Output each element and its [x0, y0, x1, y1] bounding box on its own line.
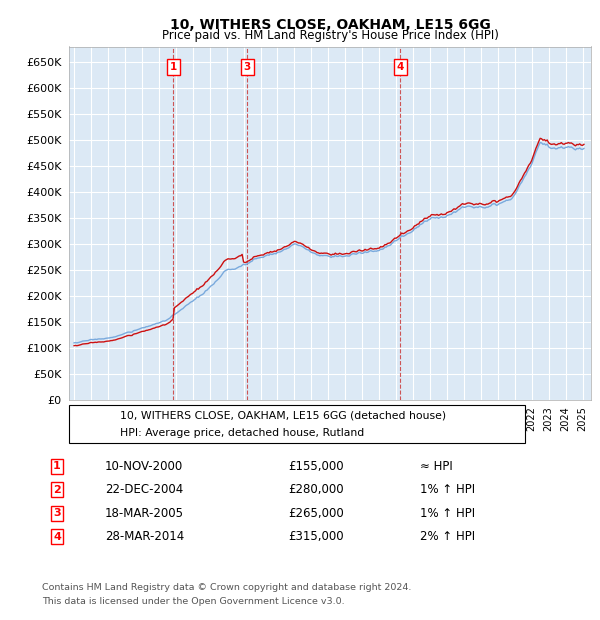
Text: 22-DEC-2004: 22-DEC-2004 [105, 484, 183, 496]
Text: 2: 2 [53, 485, 61, 495]
Text: 1% ↑ HPI: 1% ↑ HPI [420, 507, 475, 520]
Text: 1% ↑ HPI: 1% ↑ HPI [420, 484, 475, 496]
Text: 3: 3 [53, 508, 61, 518]
Text: £315,000: £315,000 [288, 531, 344, 543]
Text: £155,000: £155,000 [288, 460, 344, 472]
Text: 1: 1 [170, 62, 177, 73]
Text: Price paid vs. HM Land Registry's House Price Index (HPI): Price paid vs. HM Land Registry's House … [161, 30, 499, 42]
Text: 18-MAR-2005: 18-MAR-2005 [105, 507, 184, 520]
Text: 28-MAR-2014: 28-MAR-2014 [105, 531, 184, 543]
Text: 1: 1 [53, 461, 61, 471]
Text: 10, WITHERS CLOSE, OAKHAM, LE15 6GG (detached house): 10, WITHERS CLOSE, OAKHAM, LE15 6GG (det… [120, 410, 446, 420]
Text: 3: 3 [244, 62, 251, 73]
Text: £265,000: £265,000 [288, 507, 344, 520]
Text: 4: 4 [53, 532, 61, 542]
Text: HPI: Average price, detached house, Rutland: HPI: Average price, detached house, Rutl… [120, 428, 364, 438]
Text: This data is licensed under the Open Government Licence v3.0.: This data is licensed under the Open Gov… [42, 597, 344, 606]
Text: 4: 4 [397, 62, 404, 73]
Text: ≈ HPI: ≈ HPI [420, 460, 453, 472]
Text: £280,000: £280,000 [288, 484, 344, 496]
Text: 10, WITHERS CLOSE, OAKHAM, LE15 6GG: 10, WITHERS CLOSE, OAKHAM, LE15 6GG [170, 18, 490, 32]
Text: 10-NOV-2000: 10-NOV-2000 [105, 460, 183, 472]
Text: 2% ↑ HPI: 2% ↑ HPI [420, 531, 475, 543]
Text: Contains HM Land Registry data © Crown copyright and database right 2024.: Contains HM Land Registry data © Crown c… [42, 583, 412, 592]
